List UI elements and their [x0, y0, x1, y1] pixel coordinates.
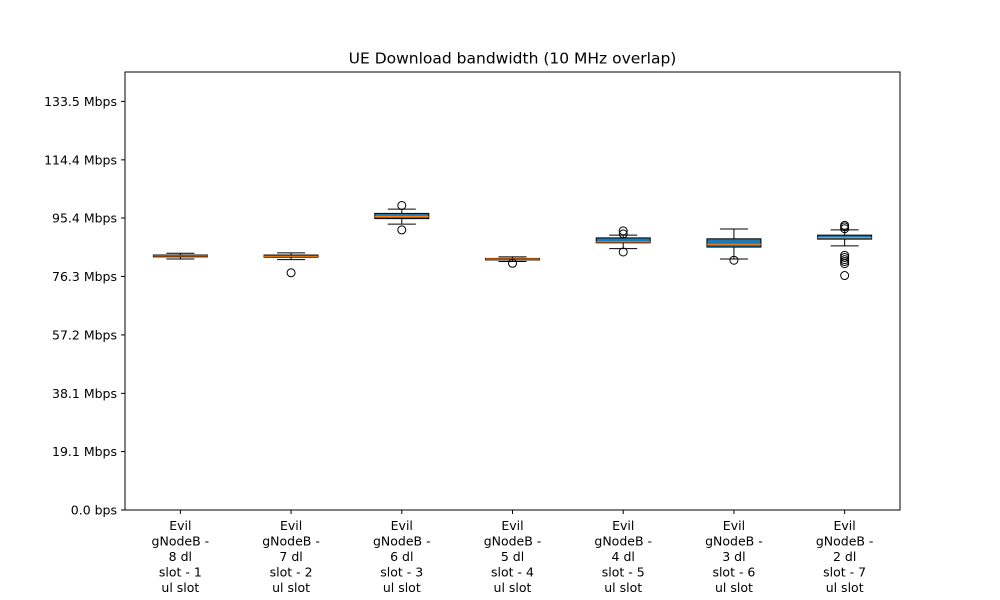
- x-tick-label-line: slot - 7: [823, 565, 866, 580]
- plot-area: [152, 200, 873, 281]
- box: [706, 238, 762, 248]
- chart-title: UE Download bandwidth (10 MHz overlap): [349, 50, 677, 68]
- x-tick-label-line: Evil: [723, 518, 745, 533]
- x-tick-label-line: gNodeB -: [373, 534, 431, 549]
- x-tick-label-line: ul slot: [272, 580, 310, 595]
- x-tick-label-line: slot - 4: [491, 565, 534, 580]
- x-tick-label-line: 7 dl: [279, 549, 302, 564]
- x-tick-label-line: gNodeB -: [594, 534, 652, 549]
- x-tick-label-line: ul slot: [604, 580, 642, 595]
- box-group: [817, 220, 873, 281]
- box-group: [374, 200, 430, 235]
- x-tick-label-line: ul slot: [161, 580, 199, 595]
- x-tick-label-line: 8 dl: [169, 549, 192, 564]
- x-tick-label-line: gNodeB -: [262, 534, 320, 549]
- x-tick-label: Evil gNodeB -2 dl slot - 7 ul slot: [816, 518, 874, 595]
- outlier-point: [840, 250, 850, 260]
- outlier-point: [840, 252, 850, 262]
- y-tick-label: 0.0 bps: [71, 503, 117, 518]
- x-tick-label-line: Evil: [612, 518, 634, 533]
- box-group: [152, 252, 208, 260]
- x-tick-label: Evil gNodeB -7 dl slot - 2 ul slot: [262, 518, 320, 595]
- y-tick-label: 57.2 Mbps: [52, 327, 117, 342]
- x-tick-label-line: 3 dl: [722, 549, 745, 564]
- outlier-point: [840, 220, 850, 230]
- x-tick-label-line: gNodeB -: [152, 534, 210, 549]
- x-tick-label-line: gNodeB -: [816, 534, 874, 549]
- box-group: [263, 252, 319, 278]
- y-axis: 0.0 bps 19.1 Mbps 38.1 Mbps 57.2 Mbps 76.3 M…: [44, 94, 125, 518]
- y-tick-label: 76.3 Mbps: [52, 269, 117, 284]
- outlier-point: [840, 255, 850, 265]
- box-group: [485, 256, 540, 268]
- y-tick-label: 38.1 Mbps: [52, 386, 117, 401]
- x-tick-label-line: ul slot: [383, 580, 421, 595]
- x-tick-label-line: ul slot: [715, 580, 753, 595]
- outlier-point: [618, 247, 628, 257]
- x-tick-label-line: 5 dl: [501, 549, 524, 564]
- x-tick-label-line: Evil: [501, 518, 523, 533]
- x-tick-label-line: gNodeB -: [484, 534, 542, 549]
- x-tick-label-line: ul slot: [494, 580, 532, 595]
- x-tick-label-line: Evil: [169, 518, 191, 533]
- y-tick-label: 95.4 Mbps: [52, 211, 117, 226]
- box-group: [706, 228, 762, 265]
- x-tick-label-line: gNodeB -: [705, 534, 763, 549]
- x-tick-label-line: slot - 5: [602, 565, 645, 580]
- x-tick-label-line: slot - 3: [380, 565, 423, 580]
- x-tick-label: Evil gNodeB -6 dl slot - 3 ul slot: [373, 518, 431, 595]
- outlier-point: [286, 268, 296, 278]
- x-tick-label: Evil gNodeB -8 dl slot - 1 ul slot: [152, 518, 210, 595]
- x-tick-label: Evil gNodeB -5 dl slot - 4 ul slot: [484, 518, 542, 595]
- x-tick-label-line: slot - 2: [270, 565, 313, 580]
- x-tick-label-line: ul slot: [826, 580, 864, 595]
- y-tick-label: 133.5 Mbps: [44, 94, 117, 109]
- x-tick-label-line: Evil: [834, 518, 856, 533]
- outlier-point: [508, 258, 517, 268]
- x-tick-label-line: 2 dl: [833, 549, 856, 564]
- x-tick-label-line: Evil: [280, 518, 302, 533]
- outlier-point: [840, 271, 850, 281]
- x-tick-label-line: 6 dl: [390, 549, 413, 564]
- x-tick-label-line: slot - 6: [712, 565, 755, 580]
- y-tick-label: 19.1 Mbps: [52, 444, 117, 459]
- outlier-point: [618, 226, 628, 236]
- outlier-point: [618, 229, 628, 239]
- outlier-point: [397, 200, 407, 210]
- plot-frame: [124, 71, 901, 511]
- x-tick-label: Evil gNodeB -4 dl slot - 5 ul slot: [594, 518, 652, 595]
- outlier-point: [397, 225, 407, 235]
- outlier-point: [729, 255, 739, 265]
- x-tick-label-line: Evil: [391, 518, 413, 533]
- x-tick-label: Evil gNodeB -3 dl slot - 6 ul slot: [705, 518, 763, 595]
- x-tick-label-line: slot - 1: [159, 565, 202, 580]
- y-tick-label: 114.4 Mbps: [44, 152, 117, 167]
- box-group: [595, 226, 651, 257]
- x-tick-label-line: 4 dl: [612, 549, 635, 564]
